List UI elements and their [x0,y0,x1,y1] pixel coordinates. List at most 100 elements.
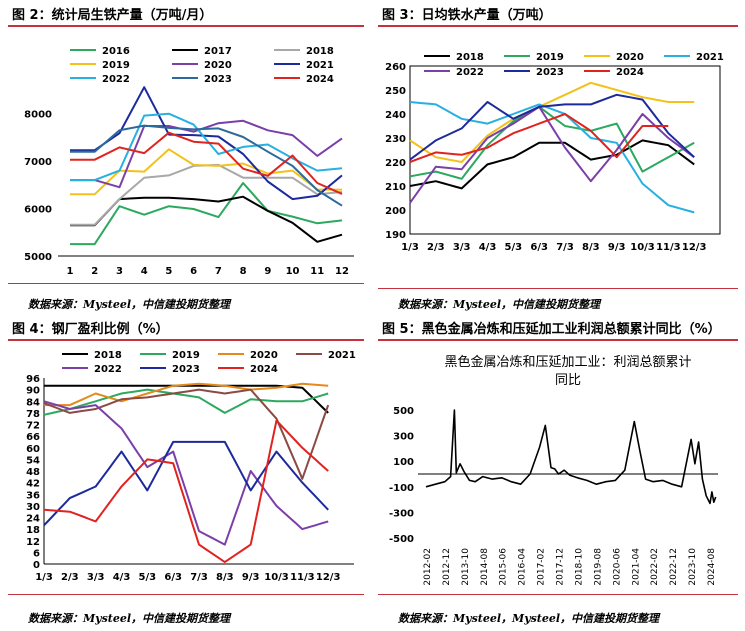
x-tick-label: 2017-12 [556,548,566,586]
x-tick-label: 2013-10 [461,548,471,586]
x-tick-label: 12 [335,266,349,277]
chart-title-p2: 图 2：统计局生铁产量（万吨/月） [12,8,213,23]
y-tick-label: -300 [389,508,414,519]
x-tick-label: 6 [190,266,197,277]
series-line-2024 [409,113,669,163]
chart-title-p4: 图 4：钢厂盈利比例（%） [12,322,169,337]
p3-legend-label-2021: 2021 [696,52,724,63]
x-tick-label: 5/3 [505,242,523,253]
series-line-2021 [70,86,343,201]
series-line-2019 [70,148,342,196]
series-line-2021 [43,388,330,480]
y-tick-label: -100 [389,483,414,494]
y-tick-label: 42 [26,479,40,490]
x-tick-label: 9 [264,266,271,277]
x-tick-label: 7/3 [556,242,574,253]
p2-legend-label-2018: 2018 [306,46,334,57]
series-line-2023 [70,124,343,207]
x-tick-label: 12/3 [316,572,341,583]
x-tick-label: 9/3 [608,242,626,253]
series-line-2024 [43,419,329,564]
x-tick-label: 8/3 [216,572,234,583]
divider [8,594,364,595]
p4-legend-label-2022: 2022 [94,364,122,375]
p4-legend-label-2019: 2019 [172,350,200,361]
y-tick-label: 7000 [24,157,52,168]
x-tick-label: 1 [67,266,74,277]
x-tick-label: 6/3 [530,242,548,253]
p3-legend-label-2024: 2024 [616,67,644,78]
divider [8,283,364,284]
chart-title-cont: 同比 [555,373,581,388]
p2-legend-label-2023: 2023 [204,74,232,85]
x-tick-label: 3/3 [453,242,471,253]
series-line-2022 [70,112,343,182]
p3-legend-label-2022: 2022 [456,67,484,78]
x-tick-label: 3 [116,266,123,277]
series-line-2024 [70,131,343,195]
x-tick-label: 2012-12 [442,548,452,586]
series-line-2019 [43,388,329,416]
chart-p3: 190 200 210 220 230 240 250 260 1/3 2/3 3/3 4/3 5/3 6… [385,52,724,253]
y-tick-label: 240 [385,110,406,121]
series-line-2021 [409,101,695,214]
y-tick-label: 72 [26,421,40,432]
divider [8,339,364,341]
y-tick-label: 60 [26,444,40,455]
y-tick-label: 6000 [24,205,52,216]
series-line-2016 [70,182,343,246]
series-line-2020 [44,382,329,407]
y-tick-label: 24 [26,514,40,525]
p4-legend-label-2020: 2020 [250,350,278,361]
x-tick-label: 2016-04 [518,548,528,586]
series-line-2022 [43,400,329,546]
y-tick-label: 500 [393,406,414,417]
p3-legend-label-2019: 2019 [536,52,564,63]
y-tick-label: 5000 [24,252,52,263]
series-line-2023 [409,93,695,161]
y-tick-label: 90 [26,386,40,397]
p4-legend-label-2018: 2018 [94,350,122,361]
y-tick-label: 250 [385,86,406,97]
y-tick-label: 84 [26,397,40,408]
x-tick-label: 5/3 [139,572,157,583]
x-tick-label: 5 [165,266,172,277]
chart-title-p5: 图 5：黑色金属冶炼和压延加工业利润总额累计同比（%） [382,322,721,337]
x-tick-label: 11 [310,266,324,277]
y-tick-label: 260 [385,62,406,73]
p2-legend-label-2016: 2016 [102,46,130,57]
x-tick-label: 2014-08 [480,548,490,586]
divider [378,339,738,341]
x-tick-label: 8 [240,266,247,277]
y-tick-label: 300 [393,432,414,443]
x-tick-label: 10/3 [630,242,655,253]
source-note-p5: 数据来源：Mysteel，Mysteel，中信建投期货整理 [398,612,660,625]
series-line-2019 [409,105,695,180]
p3-legend-label-2020: 2020 [616,52,644,63]
x-tick-label: 6/3 [164,572,182,583]
divider [378,288,738,289]
source-note-p2: 数据来源：Mysteel，中信建投期货整理 [28,298,231,311]
x-tick-label: 11/3 [656,242,681,253]
x-tick-label: 2022-02 [650,548,660,586]
y-tick-label: 100 [393,457,414,468]
x-tick-label: 4/3 [479,242,497,253]
y-tick-label: 48 [26,467,40,478]
y-tick-label: 96 [26,374,40,385]
p2-legend-label-2022: 2022 [102,74,130,85]
x-tick-label: 8/3 [582,242,600,253]
x-tick-label: 2017-02 [537,548,547,586]
y-tick-label: 0 [33,560,40,571]
series-line-2018 [44,384,329,414]
p4-legend-label-2023: 2023 [172,364,200,375]
divider [378,25,738,27]
x-tick-label: 2/3 [427,242,445,253]
y-tick-label: 190 [385,230,406,241]
x-tick-label: 4 [141,266,148,277]
x-tick-label: 4/3 [113,572,131,583]
p2-legend-label-2019: 2019 [102,60,130,71]
plot-frame [409,65,721,235]
series-line-2022 [409,105,695,204]
x-tick-label: 11/3 [290,572,315,583]
